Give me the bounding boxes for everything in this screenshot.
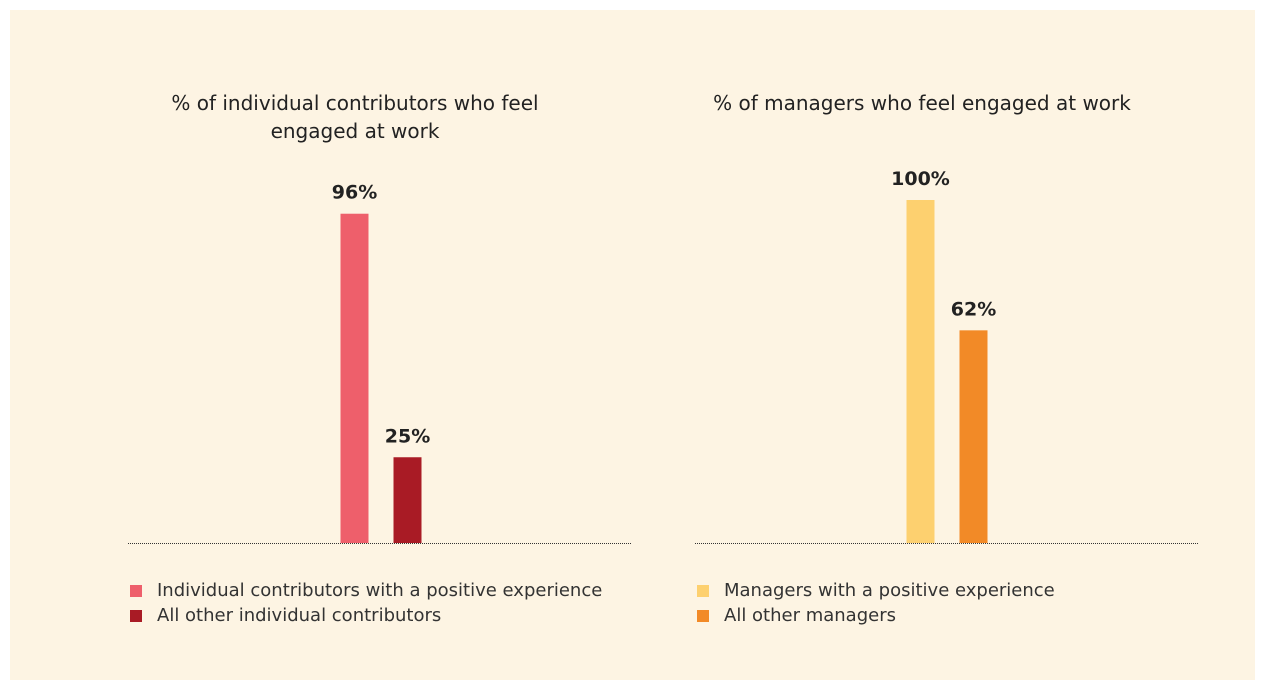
bar bbox=[393, 457, 422, 543]
value-label: 100% bbox=[891, 168, 950, 190]
bar bbox=[959, 330, 988, 543]
legend-swatch bbox=[130, 610, 142, 622]
legend-swatch bbox=[697, 585, 709, 597]
legend-label: All other individual contributors bbox=[157, 605, 441, 626]
value-label: 25% bbox=[385, 425, 430, 447]
legend-label: Individual contributors with a positive … bbox=[157, 580, 602, 601]
legend-swatch bbox=[697, 610, 709, 622]
chart-title: % of managers who feel engaged at work bbox=[713, 91, 1131, 115]
legend-label: Managers with a positive experience bbox=[724, 580, 1055, 601]
chart-title: % of individual contributors who feel en… bbox=[171, 91, 539, 143]
legend-label: All other managers bbox=[724, 605, 896, 626]
legend-swatch bbox=[130, 585, 142, 597]
bar bbox=[906, 200, 935, 543]
value-label: 96% bbox=[332, 182, 377, 204]
value-label: 62% bbox=[951, 298, 996, 320]
panel bbox=[10, 10, 1255, 680]
bar bbox=[340, 213, 369, 543]
